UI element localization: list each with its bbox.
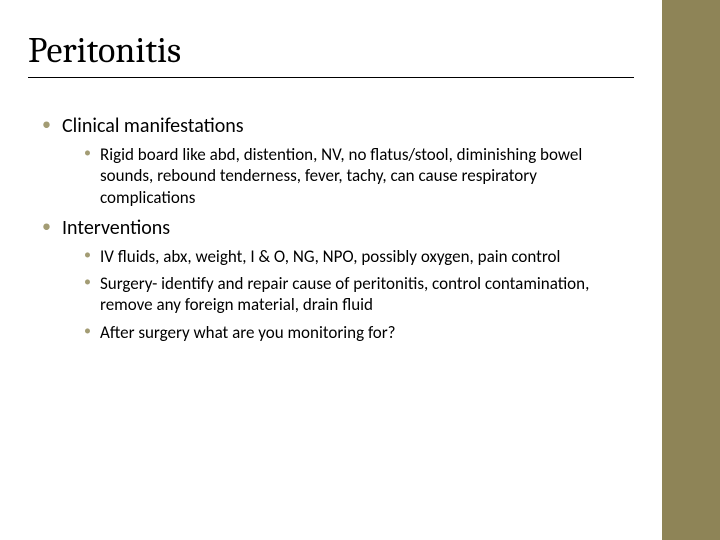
accent-sidebar bbox=[662, 0, 720, 540]
list-item: Rigid board like abd, distention, NV, no… bbox=[84, 144, 634, 208]
slide-title: Peritonitis bbox=[28, 30, 634, 78]
bullet-list-level1: Clinical manifestations Rigid board like… bbox=[28, 114, 634, 343]
list-item: IV fluids, abx, weight, I & O, NG, NPO, … bbox=[84, 246, 634, 267]
section-interventions: Interventions IV fluids, abx, weight, I … bbox=[42, 216, 634, 343]
section-label: Clinical manifestations bbox=[62, 114, 244, 138]
section-label: Interventions bbox=[62, 216, 170, 240]
list-item: Surgery- identify and repair cause of pe… bbox=[84, 273, 634, 316]
bullet-list-level2: IV fluids, abx, weight, I & O, NG, NPO, … bbox=[62, 246, 634, 343]
section-clinical-manifestations: Clinical manifestations Rigid board like… bbox=[42, 114, 634, 208]
bullet-list-level2: Rigid board like abd, distention, NV, no… bbox=[62, 144, 634, 208]
slide-content: Peritonitis Clinical manifestations Rigi… bbox=[0, 0, 662, 540]
list-item: After surgery what are you monitoring fo… bbox=[84, 322, 634, 343]
